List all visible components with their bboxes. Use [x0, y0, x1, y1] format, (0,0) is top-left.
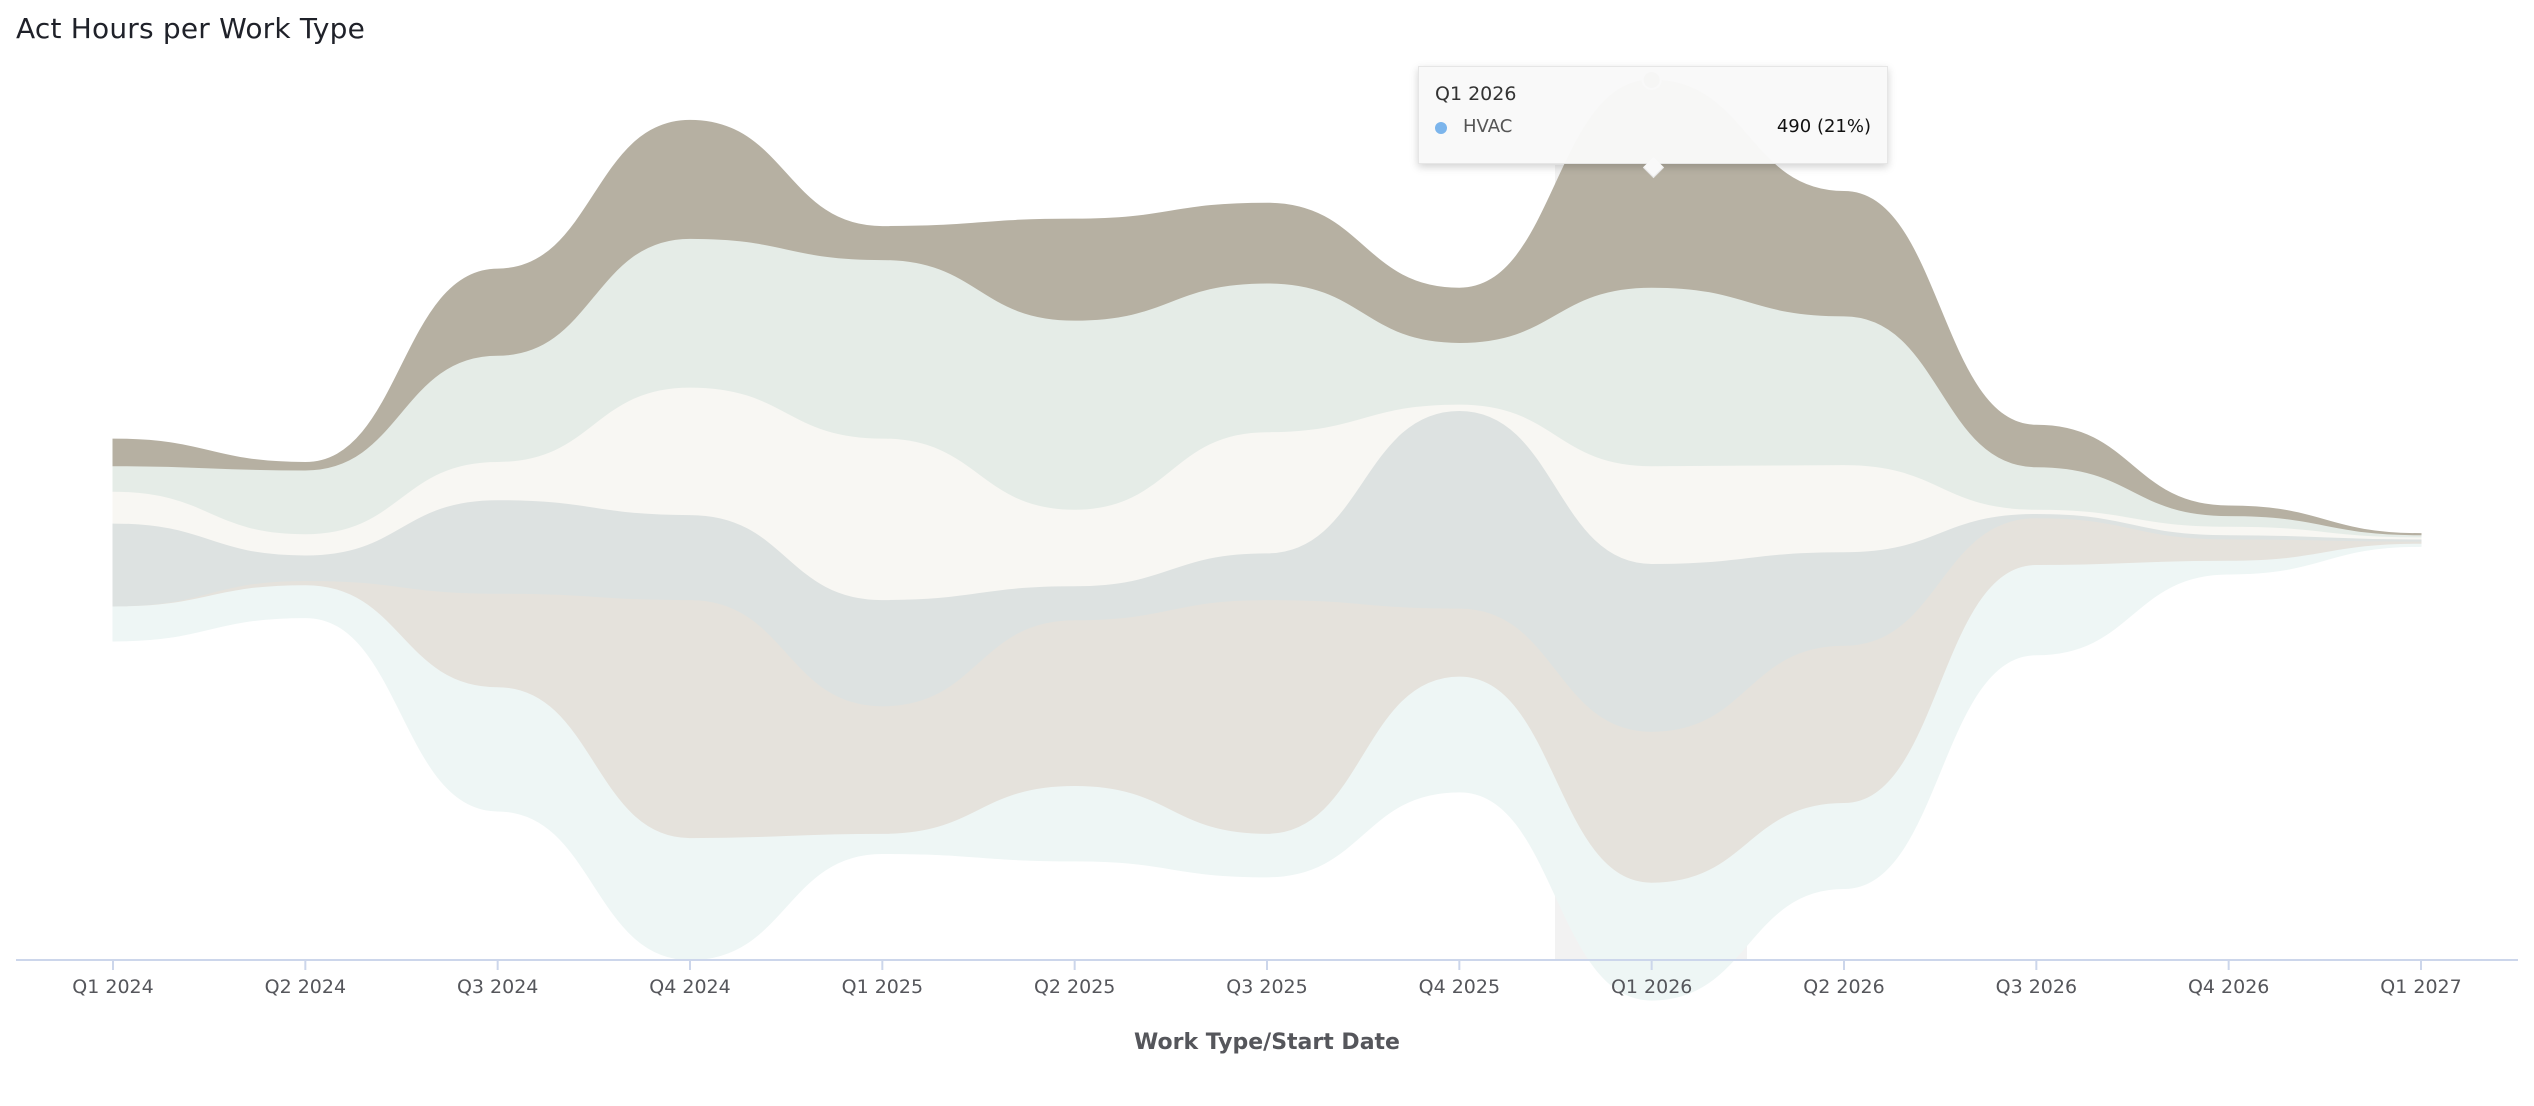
x-tick-label: Q3 2026 — [1996, 976, 2077, 998]
tooltip-value: 490 (21%) — [1776, 116, 1871, 137]
x-tick-label: Q3 2025 — [1226, 976, 1307, 998]
x-axis-labels: Q1 2024 Q2 2024 Q3 2024 Q4 2024 Q1 2025 Q2 20… — [72, 976, 2461, 998]
x-tick-label: Q2 2026 — [1803, 976, 1884, 998]
x-tick-label: Q2 2024 — [265, 976, 346, 998]
stream-area-series-6[interactable] — [112, 543, 2422, 1001]
stream-areas — [112, 79, 2422, 1001]
x-tick-label: Q4 2024 — [649, 976, 730, 998]
x-tick-label: Q1 2024 — [72, 976, 153, 998]
x-tick-label: Q1 2027 — [2380, 976, 2461, 998]
x-axis-ticks — [112, 960, 2422, 970]
x-tick-label: Q4 2025 — [1419, 976, 1500, 998]
tooltip-series-name: HVAC — [1463, 116, 1513, 137]
tooltip-series-dot-icon — [1435, 122, 1447, 134]
x-tick-label: Q1 2026 — [1611, 976, 1692, 998]
x-tick-label: Q4 2026 — [2188, 976, 2269, 998]
tooltip: Q1 2026 HVAC 490 (21%) — [1418, 66, 1888, 179]
x-tick-label: Q1 2025 — [842, 976, 923, 998]
x-axis-title: Work Type/Start Date — [1134, 1030, 1400, 1055]
x-tick-label: Q2 2025 — [1034, 976, 1115, 998]
tooltip-header: Q1 2026 — [1435, 83, 1517, 105]
chart-title: Act Hours per Work Type — [16, 12, 365, 45]
x-tick-label: Q3 2024 — [457, 976, 538, 998]
